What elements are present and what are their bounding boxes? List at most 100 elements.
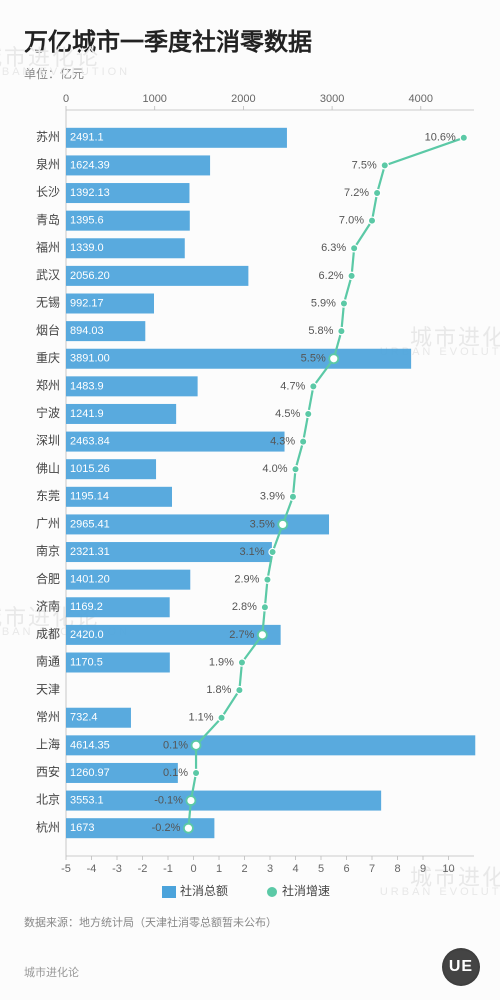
city-label: 上海: [36, 737, 60, 752]
city-label: 长沙: [36, 185, 60, 199]
city-label: 成都: [36, 627, 60, 641]
bar: [66, 735, 475, 755]
bar-value: 1483.9: [70, 380, 104, 392]
growth-point: [192, 769, 199, 776]
bar-value: 732.4: [70, 712, 98, 724]
growth-point: [338, 328, 345, 335]
city-label: 广州: [36, 517, 60, 531]
svg-text:7: 7: [369, 863, 375, 875]
brand-logo: UE: [442, 948, 480, 986]
bar-value: 2056.20: [70, 270, 110, 282]
growth-point: [278, 520, 287, 529]
growth-value: 1.1%: [188, 712, 213, 724]
bar-value: 2321.31: [70, 546, 110, 558]
bar-value: 1401.20: [70, 574, 110, 586]
growth-point: [381, 162, 388, 169]
growth-point: [269, 548, 276, 555]
growth-point: [192, 741, 201, 750]
growth-point: [264, 576, 271, 583]
growth-value: 1.8%: [206, 684, 231, 696]
city-label: 青岛: [36, 212, 60, 227]
growth-point: [300, 438, 307, 445]
city-label: 南通: [36, 654, 60, 669]
svg-text:10: 10: [442, 863, 454, 875]
growth-value: 4.5%: [275, 408, 300, 420]
growth-point: [238, 659, 245, 666]
growth-point: [340, 300, 347, 307]
bar-value: 1395.6: [70, 215, 104, 227]
city-label: 东莞: [36, 489, 60, 503]
chart-title: 万亿城市一季度社消零数据: [0, 0, 500, 63]
footer-brand: 城市进化论: [24, 964, 79, 980]
growth-value: 7.2%: [344, 187, 369, 199]
growth-value: 4.0%: [262, 463, 287, 475]
growth-point: [258, 630, 267, 639]
growth-point: [460, 134, 467, 141]
city-label: 福州: [36, 239, 60, 254]
data-source: 数据来源：地方统计局（天津社消零总额暂未公布）: [0, 910, 500, 930]
city-label: 合肥: [36, 571, 60, 586]
growth-point: [374, 189, 381, 196]
svg-text:3: 3: [267, 863, 273, 875]
legend-line: 社消增速: [282, 883, 330, 898]
bar-value: 1195.14: [70, 491, 109, 503]
bar-value: 1339.0: [70, 242, 104, 254]
svg-text:0: 0: [190, 863, 196, 875]
bar-value: 992.17: [70, 297, 104, 309]
growth-value: 0.1%: [163, 767, 188, 779]
growth-value: 4.7%: [280, 380, 305, 392]
city-label: 武汉: [36, 268, 60, 282]
growth-point: [310, 383, 317, 390]
growth-value: 2.7%: [229, 629, 254, 641]
bar-value: 3553.1: [70, 794, 104, 806]
city-label: 重庆: [36, 351, 60, 365]
svg-text:1000: 1000: [142, 93, 166, 105]
growth-point: [261, 604, 268, 611]
bar-value: 1624.39: [70, 159, 110, 171]
svg-text:-2: -2: [138, 863, 148, 875]
city-label: 深圳: [36, 434, 60, 448]
growth-point: [305, 410, 312, 417]
svg-text:2000: 2000: [231, 93, 255, 105]
city-label: 北京: [36, 793, 60, 807]
city-label: 苏州: [36, 130, 60, 144]
bar-value: 4614.35: [70, 739, 110, 751]
bar-value: 2491.1: [70, 132, 104, 144]
city-label: 杭州: [36, 819, 60, 834]
city-label: 佛山: [36, 461, 60, 475]
bar-value: 1015.26: [70, 463, 110, 475]
city-label: 常州: [36, 710, 60, 724]
bar-value: 894.03: [70, 325, 104, 337]
city-label: 南京: [36, 543, 60, 558]
svg-text:-4: -4: [87, 863, 97, 875]
bar-value: 1170.5: [70, 656, 103, 668]
bar-value: 1392.13: [70, 187, 110, 199]
bar-value: 2965.41: [70, 518, 110, 530]
bar-value: 1169.2: [70, 601, 103, 613]
bar: [66, 349, 411, 369]
growth-point: [289, 493, 296, 500]
growth-value: 3.9%: [260, 491, 285, 503]
growth-value: 6.2%: [319, 270, 344, 282]
svg-text:1: 1: [216, 863, 222, 875]
bar: [66, 791, 381, 811]
growth-value: 5.9%: [311, 297, 336, 309]
svg-text:-3: -3: [112, 863, 122, 875]
chart-area: 01000200030004000-5-4-3-2-1012345678910苏…: [18, 90, 482, 910]
svg-text:4: 4: [292, 863, 298, 875]
city-label: 宁波: [36, 405, 60, 420]
growth-point: [292, 466, 299, 473]
svg-text:0: 0: [63, 93, 69, 105]
svg-text:-5: -5: [61, 863, 71, 875]
growth-value: 3.5%: [250, 518, 275, 530]
growth-value: 3.1%: [239, 546, 264, 558]
growth-point: [329, 354, 338, 363]
city-label: 西安: [36, 764, 60, 779]
city-label: 济南: [36, 598, 60, 613]
growth-value: 2.8%: [232, 601, 257, 613]
svg-text:8: 8: [394, 863, 400, 875]
growth-point: [348, 272, 355, 279]
growth-point: [184, 824, 193, 833]
svg-text:9: 9: [420, 863, 426, 875]
city-label: 天津: [36, 682, 60, 696]
